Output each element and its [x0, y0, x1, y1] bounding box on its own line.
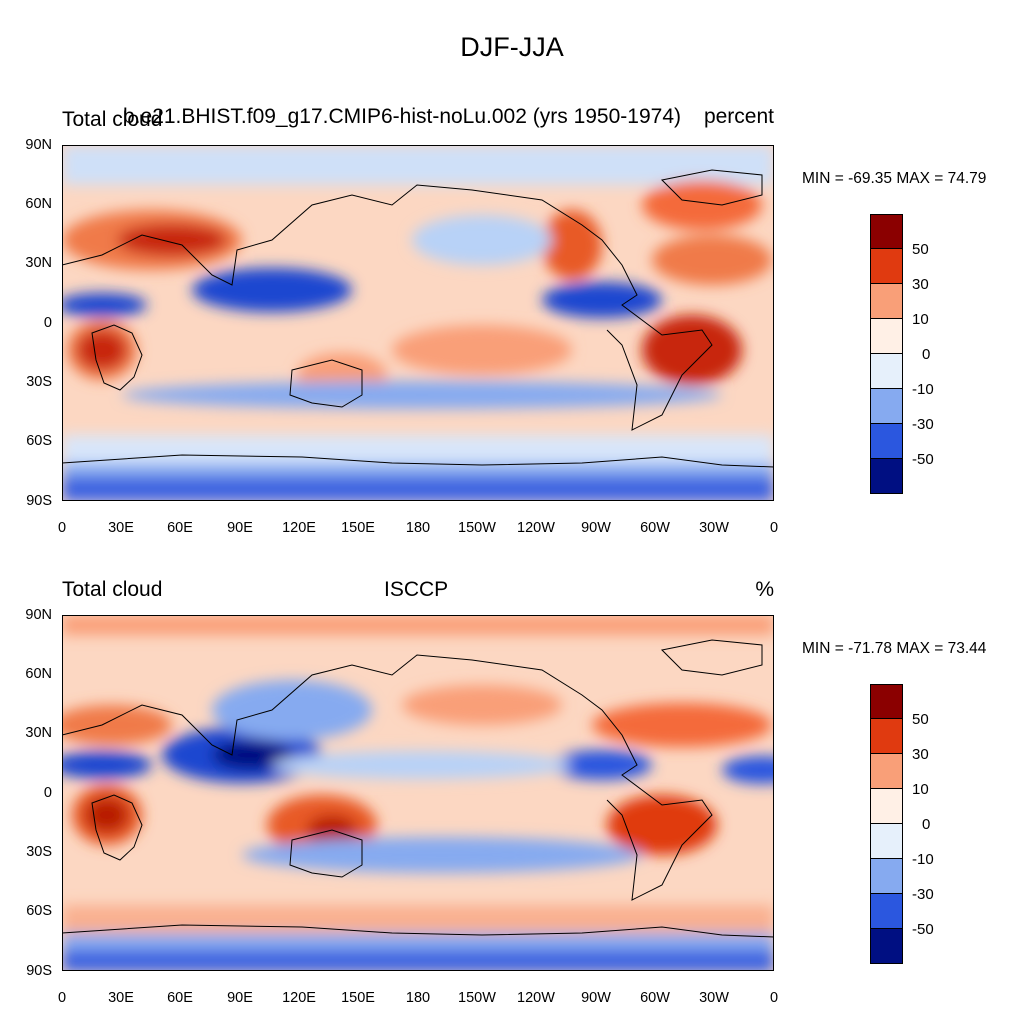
lon-tick-label: 180	[405, 520, 431, 536]
lon-tick-label: 60E	[167, 990, 193, 1006]
lon-tick-label: 120E	[282, 990, 316, 1006]
colorbar-label: -50	[912, 451, 934, 468]
lat-tick-label: 30N	[25, 255, 52, 271]
colorbar-label: 50	[912, 711, 929, 728]
lon-tick-label: 120E	[282, 520, 316, 536]
colorbar-label: -10	[912, 381, 934, 398]
colorbar-cell	[870, 389, 903, 424]
colorbar-cell	[870, 929, 903, 964]
lat-tick-label: 60S	[26, 903, 52, 919]
colorbar-label: 50	[912, 241, 929, 258]
lon-tick-label: 90E	[227, 520, 253, 536]
lat-tick-label: 90N	[25, 137, 52, 153]
lon-tick-label: 0	[57, 990, 67, 1006]
colorbar-label: -30	[912, 886, 934, 903]
panel-left-label: Total cloud	[62, 108, 163, 131]
colorbar-cell	[870, 859, 903, 894]
colorbar-label: 30	[912, 276, 929, 293]
map-svg-model	[62, 145, 774, 501]
colorbar-label: 10	[912, 311, 929, 328]
lon-tick-label: 60E	[167, 520, 193, 536]
lat-tick-label: 30S	[26, 844, 52, 860]
lon-tick-label: 60W	[640, 990, 670, 1006]
panel-observations: Total cloud ISCCP % MIN = -71.78 MAX = 7…	[0, 570, 1024, 1020]
lon-tick-label: 90W	[581, 990, 611, 1006]
minmax-text: MIN = -69.35 MAX = 74.79	[802, 170, 987, 187]
colorbar-label: 10	[912, 781, 929, 798]
colorbar-cell	[870, 684, 903, 719]
colorbar-cell	[870, 284, 903, 319]
colorbar-label: 30	[912, 746, 929, 763]
lon-tick-label: 60W	[640, 520, 670, 536]
lat-tick-label: 90S	[26, 493, 52, 509]
lon-tick-label: 0	[57, 520, 67, 536]
colorbar-cell	[870, 459, 903, 494]
lon-tick-label: 120W	[517, 990, 555, 1006]
lat-tick-label: 90N	[25, 607, 52, 623]
colorbar-cell	[870, 354, 903, 389]
lat-tick-label: 30N	[25, 725, 52, 741]
colorbar-cell	[870, 319, 903, 354]
colorbar-cell	[870, 789, 903, 824]
lon-tick-label: 30W	[699, 990, 729, 1006]
lat-tick-label: 60N	[25, 666, 52, 682]
panel-center-label: ISCCP	[384, 578, 449, 601]
map-plot	[62, 145, 774, 501]
colorbar-label: -10	[912, 851, 934, 868]
colorbar-cell	[870, 249, 903, 284]
lon-tick-label: 150E	[341, 520, 375, 536]
colorbar-label: 0	[922, 346, 931, 363]
lon-tick-label: 30E	[108, 990, 134, 1006]
colorbar-cell	[870, 214, 903, 249]
lon-tick-label: 150W	[458, 990, 496, 1006]
lat-tick-label: 0	[43, 785, 52, 801]
lat-tick-label: 60S	[26, 433, 52, 449]
map-plot	[62, 615, 774, 971]
colorbar-label: -50	[912, 921, 934, 938]
lon-tick-label: 30E	[108, 520, 134, 536]
panel-center-label: b.e21.BHIST.f09_g17.CMIP6-hist-noLu.002 …	[123, 105, 681, 128]
lon-tick-label: 90E	[227, 990, 253, 1006]
lat-tick-label: 0	[43, 315, 52, 331]
figure-title: DJF-JJA	[460, 32, 564, 62]
colorbar	[870, 684, 903, 964]
colorbar-cell	[870, 754, 903, 789]
lon-tick-label: 90W	[581, 520, 611, 536]
lon-tick-label: 180	[405, 990, 431, 1006]
lon-tick-label: 150W	[458, 520, 496, 536]
lon-tick-label: 0	[769, 520, 779, 536]
lon-tick-label: 0	[769, 990, 779, 1006]
panel-model: Total cloud b.e21.BHIST.f09_g17.CMIP6-hi…	[0, 100, 1024, 540]
lon-tick-label: 30W	[699, 520, 729, 536]
colorbar-cell	[870, 824, 903, 859]
colorbar-cell	[870, 894, 903, 929]
panel-units-label: percent	[703, 105, 774, 128]
panel-units-label: %	[755, 578, 774, 601]
colorbar-cell	[870, 719, 903, 754]
lat-tick-label: 60N	[25, 196, 52, 212]
colorbar-cell	[870, 424, 903, 459]
lon-tick-label: 150E	[341, 990, 375, 1006]
lat-tick-label: 30S	[26, 374, 52, 390]
minmax-text: MIN = -71.78 MAX = 73.44	[802, 640, 987, 657]
colorbar-label: -30	[912, 416, 934, 433]
lon-tick-label: 120W	[517, 520, 555, 536]
panel-left-label: Total cloud	[62, 578, 163, 601]
colorbar	[870, 214, 903, 494]
colorbar-label: 0	[922, 816, 931, 833]
map-svg-obs	[62, 615, 774, 971]
lat-tick-label: 90S	[26, 963, 52, 979]
